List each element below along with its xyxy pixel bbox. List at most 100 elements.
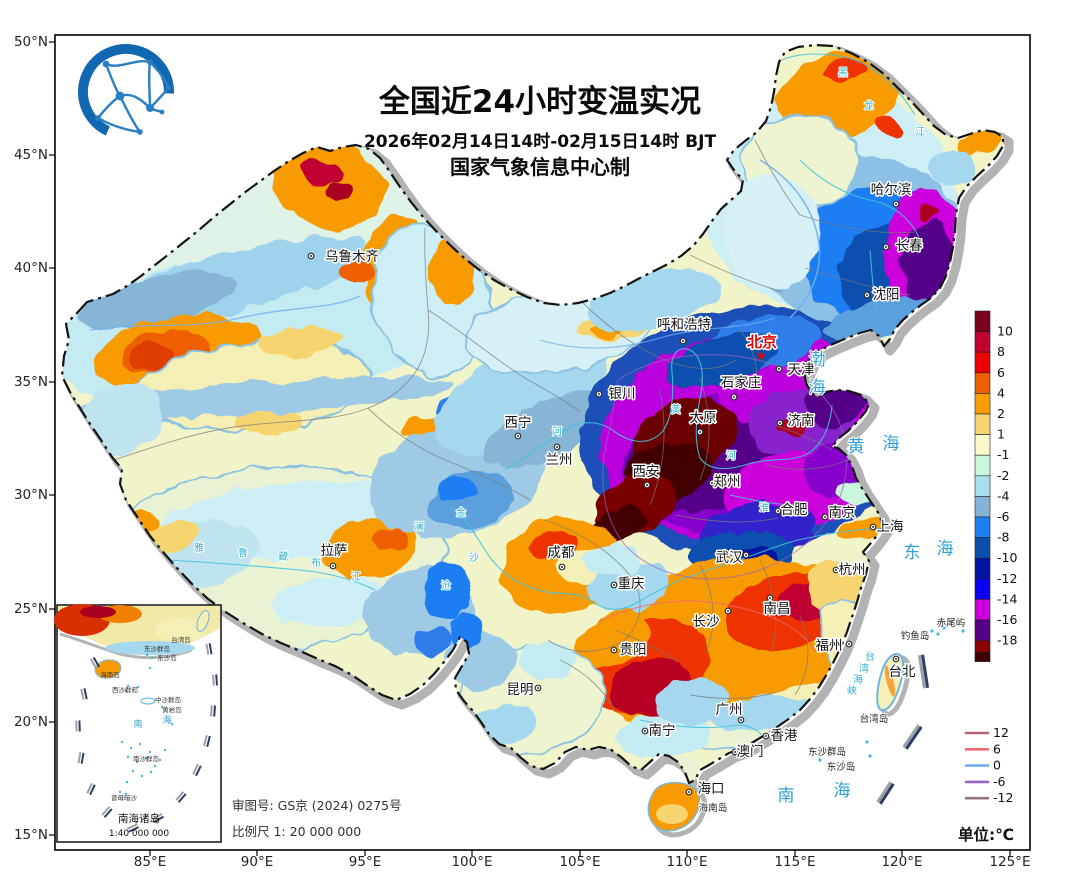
- map-patch: [339, 261, 373, 283]
- colorbar-cell: [974, 619, 991, 641]
- city-label: 西安: [633, 464, 660, 480]
- island-label: 东沙岛: [827, 761, 856, 773]
- river-label: 藏: [278, 551, 288, 563]
- city-label: 哈尔滨: [871, 182, 912, 198]
- map-patch: [81, 271, 235, 329]
- inset-label: 东沙群岛: [144, 644, 170, 653]
- river-label: 沧: [441, 579, 451, 592]
- island-label: 台湾岛: [860, 713, 889, 725]
- lat-label: 35°N: [14, 374, 48, 390]
- colorbar-tick-label: 8: [997, 344, 1005, 359]
- dash-segment-dark: [208, 643, 213, 655]
- colorbar-tick-label: -6: [997, 509, 1010, 524]
- island-dot: [930, 629, 934, 633]
- dash-segment-grey: [86, 782, 93, 794]
- city-label: 长沙: [693, 614, 720, 630]
- inset-island-dot: [118, 790, 122, 794]
- city-label: 长春: [896, 238, 924, 254]
- city-marker-dot: [765, 735, 767, 737]
- sea-label: 海: [834, 781, 851, 801]
- city-label: 南宁: [649, 722, 676, 739]
- river-line: [729, 494, 799, 506]
- inset-sea-label: 南: [133, 718, 142, 730]
- city-label: 澳门: [737, 744, 764, 760]
- inset-island-dot: [124, 689, 128, 693]
- colorbar-cell: [974, 599, 991, 621]
- inset-label: 东沙岛: [157, 653, 177, 662]
- river-line: [799, 159, 921, 241]
- city-label: 海口: [698, 781, 725, 797]
- colorbar-cell: [974, 413, 991, 435]
- colorbar-cell: [974, 351, 991, 374]
- colorbar-cell: [974, 393, 991, 415]
- city-marker-dot: [872, 526, 874, 528]
- river-label: 龙: [864, 99, 874, 112]
- river-label: 黑: [838, 67, 848, 79]
- dash-segment-grey: [89, 658, 98, 670]
- contour-line: [597, 600, 817, 653]
- river-label: 河: [552, 426, 562, 438]
- map-patch: [260, 326, 340, 358]
- logo-nodes: [95, 59, 171, 135]
- unit-label: 单位:℃: [958, 825, 1014, 844]
- lon-label: 120°E: [881, 854, 922, 870]
- city-marker-dot: [885, 246, 887, 248]
- map-producer: 国家气象信息中心制: [450, 155, 630, 179]
- map-patch: [573, 614, 651, 668]
- contour-line: [759, 159, 821, 319]
- city-label: 香港: [771, 728, 799, 744]
- map-patch: [435, 479, 477, 501]
- map-subtitle: 2026年02月14日14时-02月15日14时 BJT: [364, 131, 717, 152]
- dash-segment-dark: [80, 752, 85, 764]
- inset-island-dot: [126, 684, 130, 688]
- contour-legend-label: 6: [993, 741, 1001, 756]
- colorbar-cell: [974, 578, 991, 600]
- city-marker-dot: [598, 393, 600, 395]
- province-line: [649, 389, 665, 506]
- contour-legend-label: 0: [993, 758, 1001, 773]
- province-line: [427, 309, 581, 413]
- province-line: [367, 407, 531, 501]
- inset-island-dot: [158, 758, 162, 762]
- dash-segment-dark: [103, 808, 113, 818]
- title-block: 全国近24小时变温实况 2026年02月14日14时-02月15日14时 BJT…: [364, 84, 717, 179]
- map-patch: [917, 205, 937, 219]
- river-line: [869, 249, 879, 311]
- sea-label: 渤: [809, 350, 826, 370]
- inset-sea-label: 海: [162, 714, 171, 726]
- river-label: 峡: [847, 684, 857, 697]
- lon-label: 85°E: [134, 854, 166, 870]
- river-line: [504, 348, 833, 471]
- province-line: [689, 691, 779, 699]
- lat-label: 25°N: [14, 601, 48, 617]
- lat-label: 20°N: [14, 714, 48, 730]
- colorbar-tick-label: 2: [997, 406, 1005, 421]
- river-label: 湾: [859, 662, 869, 675]
- inset-label: 海南岛: [100, 670, 120, 679]
- capital-label: 北京: [747, 333, 777, 351]
- map-patch: [423, 563, 471, 617]
- colorbar-tick-label: 6: [997, 365, 1005, 380]
- lat-label: 40°N: [14, 260, 48, 276]
- city-label: 南昌: [764, 601, 791, 617]
- map-patch: [929, 149, 977, 187]
- map-title: 全国近24小时变温实况: [378, 84, 701, 120]
- colorbar-tick-label: 1: [997, 427, 1005, 442]
- river-label: 布: [311, 557, 321, 569]
- city-marker-dot: [779, 422, 781, 424]
- city-marker-dot: [777, 510, 779, 512]
- map-patch: [804, 559, 872, 613]
- inset-zhongsha: [140, 697, 156, 705]
- dash-segment-dark: [89, 784, 96, 796]
- city-marker-dot: [733, 396, 735, 398]
- inset-patch: [155, 618, 205, 642]
- city-label: 乌鲁木齐: [325, 249, 379, 265]
- dash-segment-grey: [212, 674, 215, 686]
- inset-island-dot: [138, 742, 142, 746]
- map-patch: [614, 714, 710, 758]
- map-patch: [325, 184, 351, 200]
- river-line: [451, 507, 881, 610]
- map-patch: [959, 129, 1001, 155]
- city-marker-dot: [310, 255, 312, 257]
